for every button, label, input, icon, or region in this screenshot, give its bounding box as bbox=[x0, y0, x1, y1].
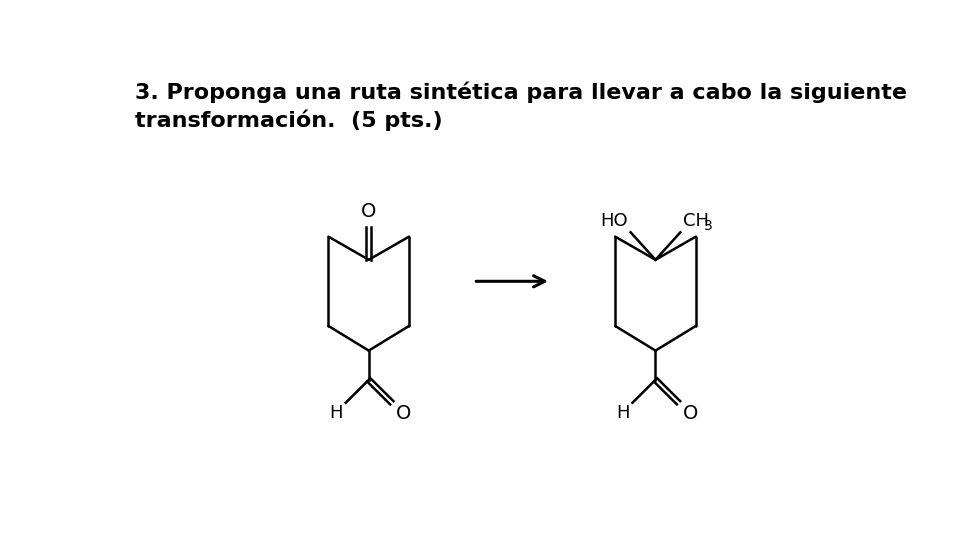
Text: 3. Proponga una ruta sintética para llevar a cabo la siguiente: 3. Proponga una ruta sintética para llev… bbox=[134, 81, 907, 102]
Text: HO: HO bbox=[600, 212, 628, 230]
Text: H: H bbox=[329, 404, 343, 422]
Text: CH: CH bbox=[683, 212, 709, 230]
Text: H: H bbox=[616, 404, 630, 422]
Text: O: O bbox=[361, 202, 377, 221]
Text: O: O bbox=[682, 404, 697, 423]
Text: transformación.  (5 pts.): transformación. (5 pts.) bbox=[134, 110, 442, 131]
Text: 3: 3 bbox=[703, 219, 712, 233]
Text: O: O bbox=[396, 404, 411, 423]
